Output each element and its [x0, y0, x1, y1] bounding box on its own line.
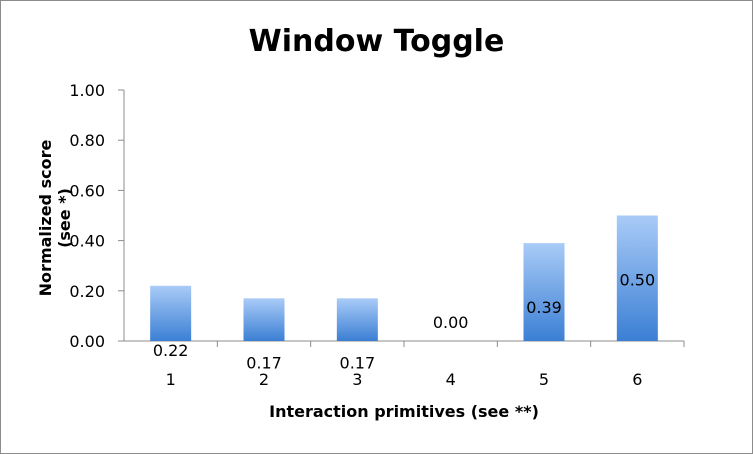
bar-3 [336, 298, 378, 341]
x-tick-label-4: 4 [446, 370, 456, 389]
labels: 0.000.200.400.600.801.000.2210.1720.1730… [69, 81, 655, 389]
y-tick-label: 1.00 [69, 81, 105, 100]
y-tick-label: 0.40 [69, 232, 105, 251]
data-label-5: 0.39 [526, 298, 562, 317]
data-label-6: 0.50 [620, 271, 656, 290]
x-tick-label-5: 5 [539, 370, 549, 389]
y-tick-label: 0.20 [69, 282, 105, 301]
bar-6 [616, 215, 658, 341]
data-label-1: 0.22 [153, 341, 189, 360]
x-tick-label-1: 1 [166, 370, 176, 389]
data-label-4: 0.00 [433, 313, 469, 332]
x-tick-label-6: 6 [632, 370, 642, 389]
y-tick-label: 0.80 [69, 131, 105, 150]
bar-1 [150, 285, 192, 341]
data-label-2: 0.17 [246, 353, 282, 372]
bar-2 [243, 298, 285, 341]
x-tick-label-3: 3 [352, 370, 362, 389]
y-tick-label: 0.00 [69, 332, 105, 351]
x-axis-title: Interaction primitives (see **) [269, 402, 539, 421]
bar-5 [523, 243, 565, 341]
axes [118, 89, 685, 347]
chart-title: Window Toggle [248, 24, 505, 59]
bars [150, 215, 658, 341]
data-label-3: 0.17 [340, 353, 376, 372]
x-tick-label-2: 2 [259, 370, 269, 389]
y-tick-label: 0.60 [69, 181, 105, 200]
